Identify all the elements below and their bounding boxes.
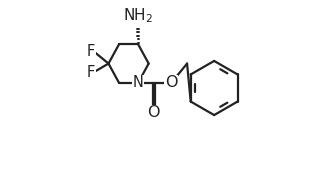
Text: N: N [133, 75, 144, 90]
Text: F: F [87, 65, 95, 80]
Text: O: O [147, 105, 159, 120]
Text: O: O [165, 75, 178, 90]
Text: F: F [87, 44, 95, 59]
Text: NH$_2$: NH$_2$ [123, 7, 153, 25]
